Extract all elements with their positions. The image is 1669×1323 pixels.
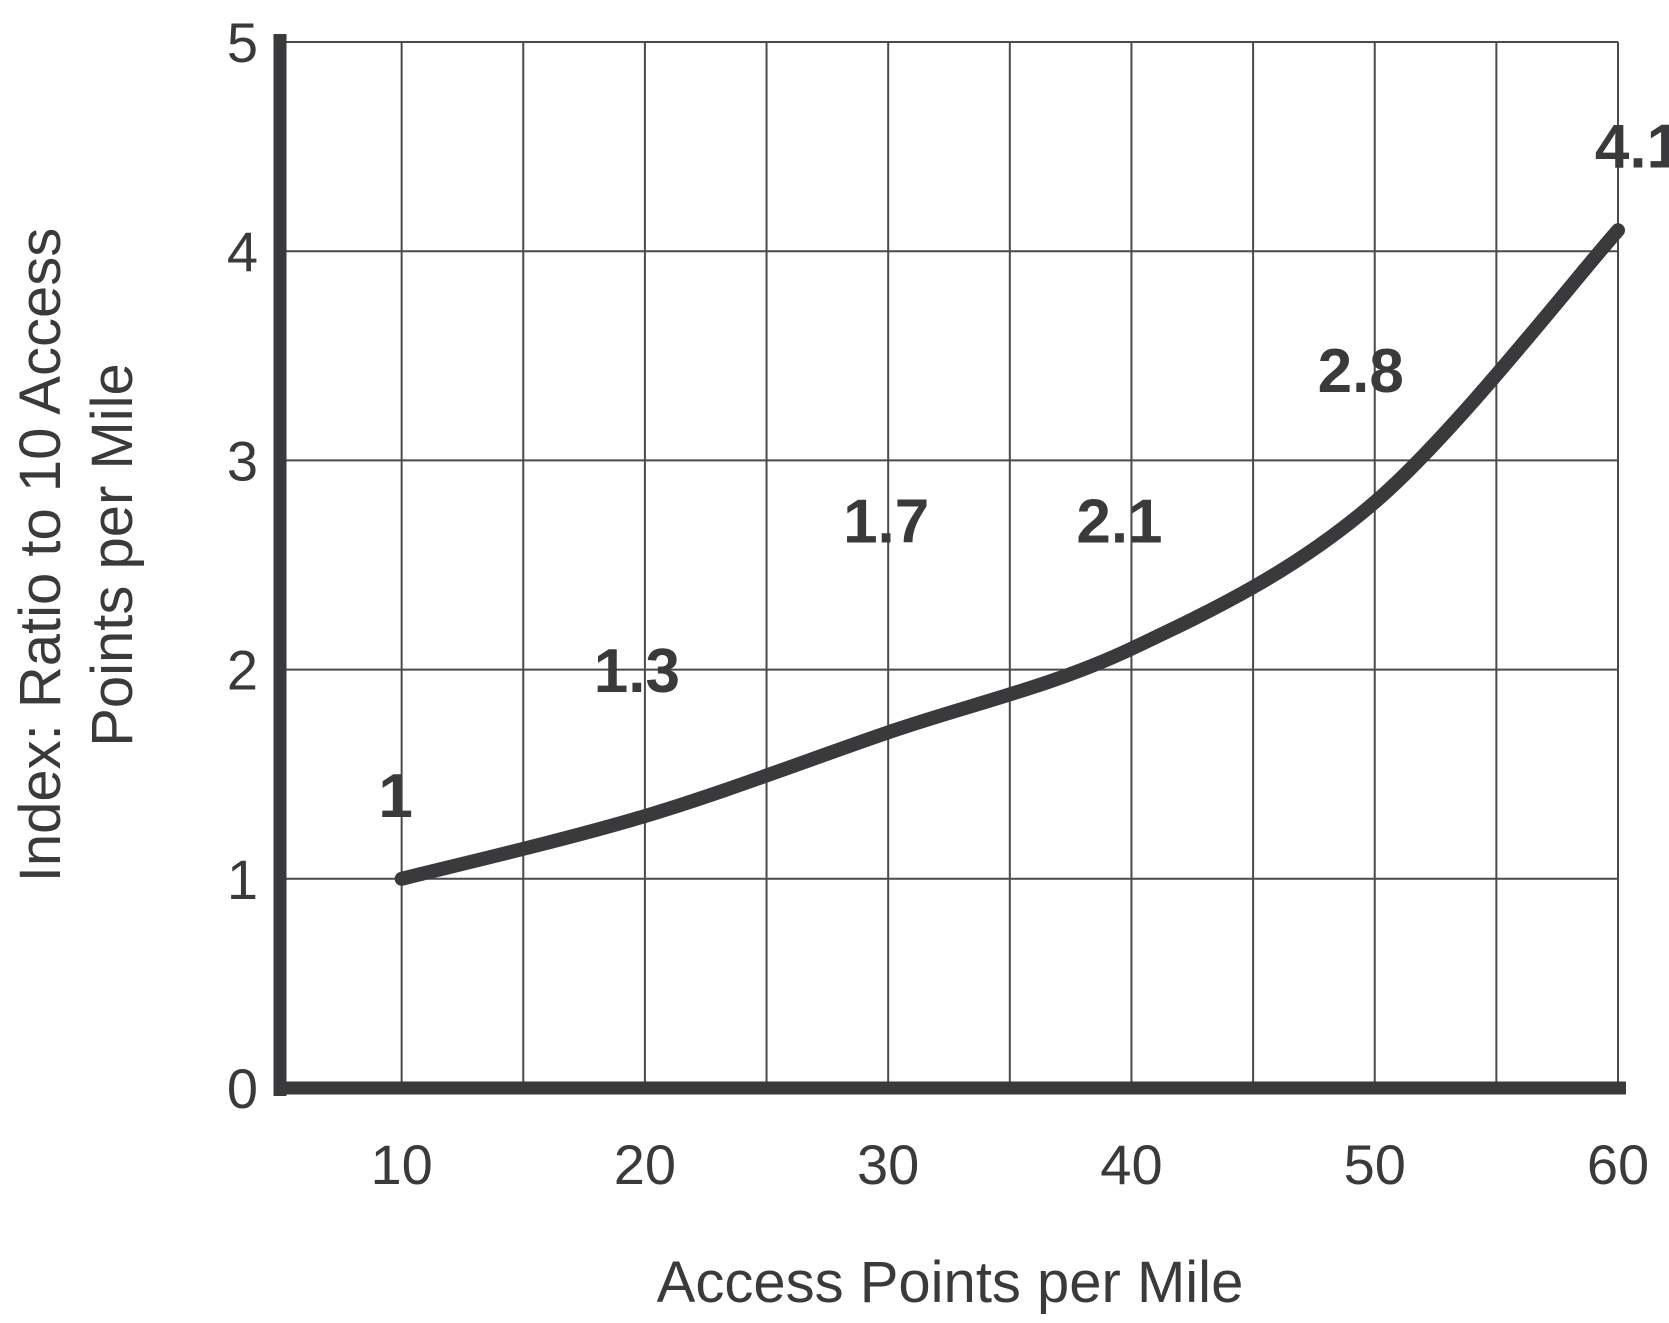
data-label: 1 xyxy=(378,762,412,831)
y-tick-label: 2 xyxy=(227,639,258,702)
data-point xyxy=(1616,228,1620,233)
data-label: 1.7 xyxy=(843,487,929,556)
chart-grid xyxy=(280,41,1619,1088)
x-tick-label: 10 xyxy=(370,1133,432,1196)
y-axis-title: Index: Ratio to 10 Access Points per Mil… xyxy=(8,228,145,882)
data-label-group: 1 1.3 1.7 2.1 2.8 4.1 xyxy=(378,112,1669,831)
x-tick-label: 40 xyxy=(1100,1133,1162,1196)
data-label: 2.1 xyxy=(1076,488,1162,557)
y-axis-title-line-1: Index: Ratio to 10 Access xyxy=(8,228,73,882)
data-point xyxy=(1372,500,1377,505)
x-axis-title: Access Points per Mile xyxy=(657,1250,1244,1315)
y-tick-label: 1 xyxy=(227,848,258,911)
series-line xyxy=(394,223,1625,886)
data-label: 1.3 xyxy=(594,637,680,706)
y-tick-label: 0 xyxy=(227,1057,258,1120)
series-line-group xyxy=(394,223,1625,886)
x-tick-label: 30 xyxy=(857,1133,919,1196)
data-point xyxy=(1129,646,1134,651)
data-point xyxy=(642,814,647,819)
y-tick-label: 5 xyxy=(227,11,258,74)
y-tick-label: 4 xyxy=(227,220,258,283)
x-tick-label: 20 xyxy=(614,1133,676,1196)
data-label: 2.8 xyxy=(1318,337,1404,406)
data-label: 4.1 xyxy=(1595,112,1669,181)
y-axis-title-line-2: Points per Mile xyxy=(80,363,145,747)
tick-label-group: 0 1 2 3 4 5 10 20 30 40 50 60 xyxy=(227,11,1649,1196)
data-point xyxy=(399,876,404,881)
x-tick-label: 60 xyxy=(1587,1133,1649,1196)
chart-axes xyxy=(273,34,1626,1096)
x-tick-label: 50 xyxy=(1344,1133,1406,1196)
data-point xyxy=(886,730,891,735)
y-tick-label: 3 xyxy=(227,429,258,492)
